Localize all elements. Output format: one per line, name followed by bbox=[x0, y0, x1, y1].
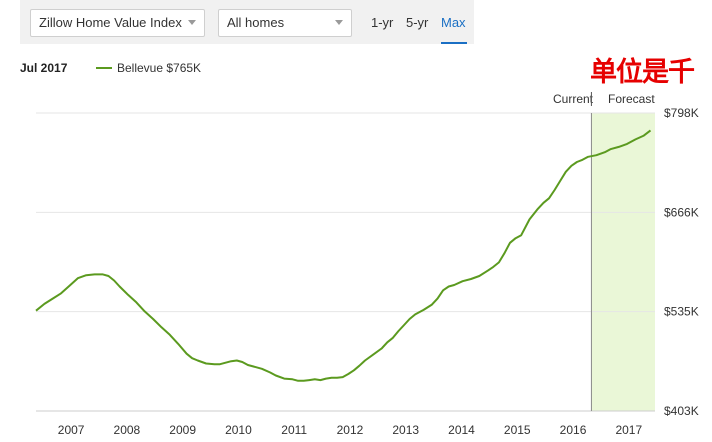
range-1yr-button[interactable]: 1-yr bbox=[371, 15, 394, 30]
x-tick-label: 2008 bbox=[114, 423, 141, 437]
x-tick-label: 2011 bbox=[281, 423, 307, 437]
legend-date: Jul 2017 bbox=[20, 61, 68, 75]
homes-select-value: All homes bbox=[227, 15, 285, 30]
annotation-stamp: 单位是千 bbox=[590, 57, 695, 88]
x-axis-ticks: 2007 2008 2009 2010 2011 2012 2013 2014 2015 2016… bbox=[58, 423, 643, 437]
forecast-zone-label: Forecast bbox=[608, 92, 655, 106]
range-5yr-button[interactable]: 5-yr bbox=[406, 15, 429, 30]
y-tick-label: $535K bbox=[664, 305, 699, 319]
x-tick-label: 2009 bbox=[169, 423, 196, 437]
y-tick-label: $403K bbox=[664, 404, 699, 418]
chevron-down-icon bbox=[188, 20, 196, 25]
series-line-bellevue bbox=[35, 129, 652, 382]
legend-series-label: Bellevue $765K bbox=[117, 61, 202, 75]
x-tick-label: 2014 bbox=[448, 423, 475, 437]
y-tick-label: $666K bbox=[664, 205, 699, 219]
toolbar: Zillow Home Value Index All homes bbox=[20, 0, 474, 44]
range-max-button[interactable]: Max bbox=[441, 15, 466, 30]
forecast-zone bbox=[591, 113, 655, 411]
y-tick-label: $798K bbox=[664, 106, 699, 120]
x-tick-label: 2007 bbox=[58, 423, 85, 437]
x-tick-label: 2012 bbox=[337, 423, 364, 437]
x-tick-label: 2017 bbox=[615, 423, 642, 437]
current-zone-label: Current bbox=[553, 92, 594, 106]
gridlines bbox=[36, 112, 655, 412]
index-select-value: Zillow Home Value Index bbox=[39, 15, 182, 30]
legend-swatch bbox=[96, 67, 112, 69]
homes-select[interactable]: All homes bbox=[218, 9, 352, 37]
y-axis-ticks: $798K $666K $535K $403K bbox=[664, 106, 699, 418]
x-tick-label: 2010 bbox=[225, 423, 252, 437]
x-tick-label: 2013 bbox=[392, 423, 419, 437]
active-range-indicator bbox=[441, 42, 467, 44]
x-tick-label: 2016 bbox=[560, 423, 587, 437]
index-select[interactable]: Zillow Home Value Index bbox=[30, 9, 205, 37]
chevron-down-icon bbox=[335, 20, 343, 25]
x-tick-label: 2015 bbox=[504, 423, 531, 437]
